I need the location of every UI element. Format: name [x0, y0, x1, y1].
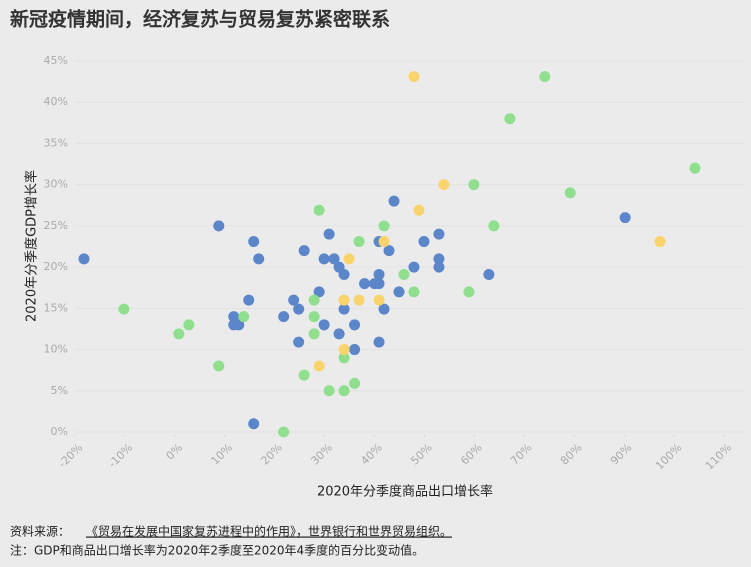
point — [173, 328, 185, 340]
point — [183, 319, 195, 331]
point — [313, 204, 325, 216]
y-tick-label: 15% — [44, 301, 68, 314]
point — [213, 220, 225, 232]
point — [238, 311, 250, 323]
point — [398, 269, 410, 281]
point — [349, 344, 361, 356]
point — [318, 319, 330, 331]
point — [504, 113, 516, 125]
point — [78, 253, 90, 265]
point — [353, 294, 365, 306]
point — [378, 303, 390, 315]
point — [298, 369, 310, 381]
point — [338, 294, 350, 306]
point — [228, 311, 240, 323]
point — [413, 204, 425, 216]
source-label: 资料来源： — [10, 525, 70, 539]
point — [438, 179, 450, 191]
point — [278, 311, 290, 323]
point — [323, 228, 335, 240]
point — [338, 352, 350, 364]
point — [388, 195, 400, 207]
point — [298, 245, 310, 257]
point — [338, 303, 350, 315]
y-tick-label: 45% — [44, 54, 68, 67]
point — [338, 269, 350, 281]
point — [293, 303, 305, 315]
source: 《贸易在发展中国家复苏进程中的作用》，世界银行和世界贸易组织。 — [86, 524, 452, 539]
point — [343, 253, 355, 265]
point — [378, 220, 390, 232]
point — [408, 286, 420, 298]
point — [288, 294, 300, 306]
point — [333, 328, 345, 340]
point — [323, 385, 335, 397]
note: 注：GDP和商品出口增长率为2020年2季度至2020年4季度的百分比变动值。 — [10, 543, 424, 558]
y-tick-label: 5% — [51, 384, 68, 397]
point — [539, 71, 551, 83]
point — [418, 236, 430, 248]
point — [383, 245, 395, 257]
x-axis-label: 2020年分季度商品出口增长率 — [317, 484, 493, 500]
point — [433, 228, 445, 240]
y-tick-label: 25% — [44, 219, 68, 232]
point — [313, 360, 325, 372]
point — [373, 278, 385, 290]
point — [373, 269, 385, 281]
y-tick-label: 10% — [44, 343, 68, 356]
point — [463, 286, 475, 298]
point — [233, 319, 245, 331]
point — [408, 71, 420, 83]
y-tick-label: 0% — [51, 425, 68, 438]
point — [338, 344, 350, 356]
point — [118, 303, 130, 315]
point — [349, 319, 361, 331]
point — [293, 336, 305, 348]
point — [308, 294, 320, 306]
point — [353, 236, 365, 248]
point — [408, 261, 420, 273]
point — [488, 220, 500, 232]
point — [338, 385, 350, 397]
point — [433, 253, 445, 265]
point — [349, 377, 361, 389]
point — [654, 236, 666, 248]
point — [213, 360, 225, 372]
chart-title: 新冠疫情期间，经济复苏与贸易复苏紧密联系 — [10, 8, 390, 31]
y-tick-label: 35% — [44, 136, 68, 149]
y-tick-label: 30% — [44, 178, 68, 191]
point — [248, 236, 260, 248]
point — [373, 294, 385, 306]
point — [483, 269, 495, 281]
point — [564, 187, 576, 199]
point — [468, 179, 480, 191]
y-axis-label: 2020年分季度GDP增长率 — [24, 170, 40, 322]
point — [278, 426, 290, 438]
point — [308, 311, 320, 323]
y-tick-label: 40% — [44, 95, 68, 108]
point — [318, 253, 330, 265]
point — [328, 253, 340, 265]
point — [619, 212, 631, 224]
point — [243, 294, 255, 306]
point — [689, 162, 701, 174]
point — [378, 236, 390, 248]
y-tick-label: 20% — [44, 260, 68, 273]
point — [313, 286, 325, 298]
point — [433, 261, 445, 273]
point — [253, 253, 265, 265]
point — [248, 418, 260, 430]
point — [373, 336, 385, 348]
point — [393, 286, 405, 298]
point — [359, 278, 371, 290]
point — [308, 328, 320, 340]
